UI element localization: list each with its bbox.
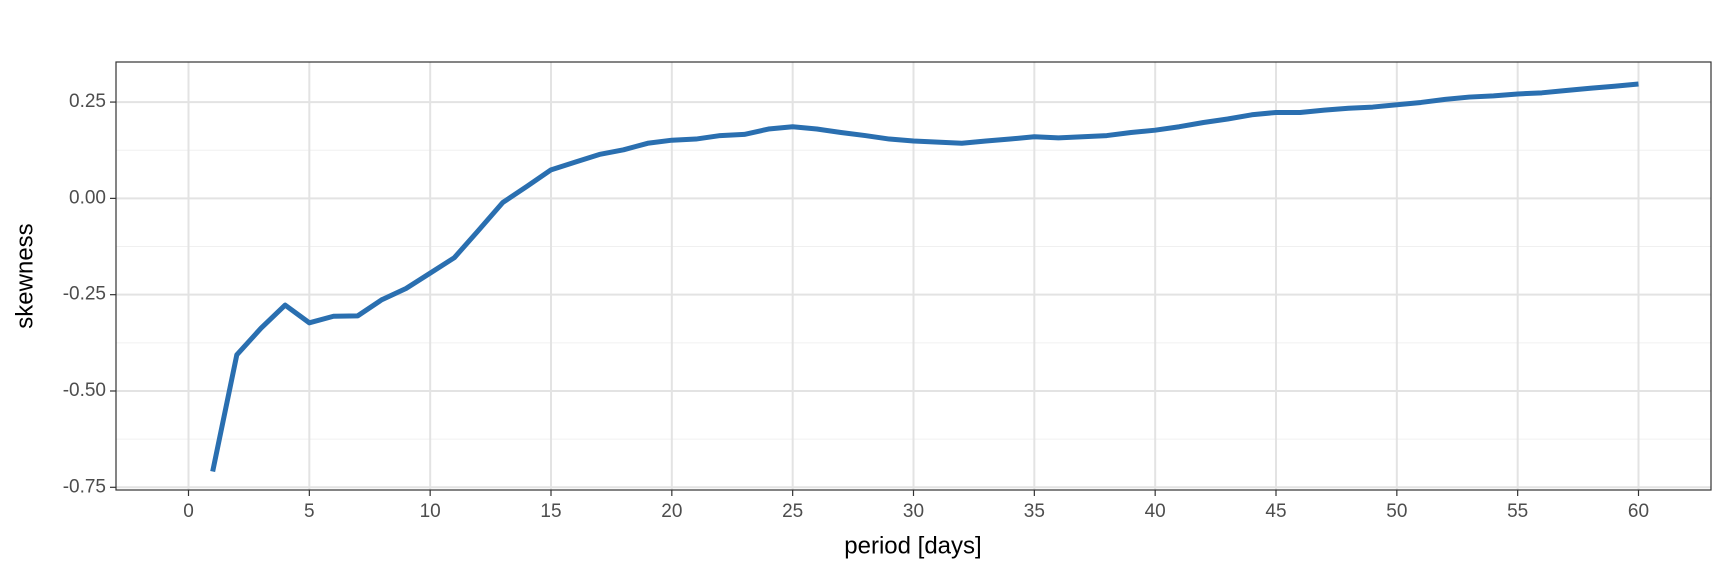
x-tick-label: 55 (1507, 501, 1528, 522)
x-tick-label: 60 (1628, 501, 1649, 522)
x-tick-label: 45 (1265, 501, 1286, 522)
x-tick-label: 5 (304, 501, 315, 522)
y-tick-label: 0.00 (69, 187, 106, 208)
x-tick-label: 25 (782, 501, 803, 522)
y-tick-label: -0.50 (63, 380, 106, 401)
x-tick-label: 0 (183, 501, 194, 522)
x-tick-label: 35 (1024, 501, 1045, 522)
x-tick-label: 10 (420, 501, 441, 522)
x-tick-label: 30 (903, 501, 924, 522)
x-axis-title: period [days] (844, 532, 981, 559)
x-tick-label: 15 (540, 501, 561, 522)
y-tick-label: 0.25 (69, 91, 106, 112)
x-tick-label: 20 (661, 501, 682, 522)
series-line (210, 81, 1639, 473)
panel-border (115, 61, 1712, 491)
x-tick-label: 50 (1386, 501, 1407, 522)
x-tick-label: 40 (1145, 501, 1166, 522)
y-tick-label: -0.75 (63, 476, 106, 497)
y-axis-title: skewness (11, 223, 38, 328)
y-tick-label: -0.25 (63, 284, 106, 305)
